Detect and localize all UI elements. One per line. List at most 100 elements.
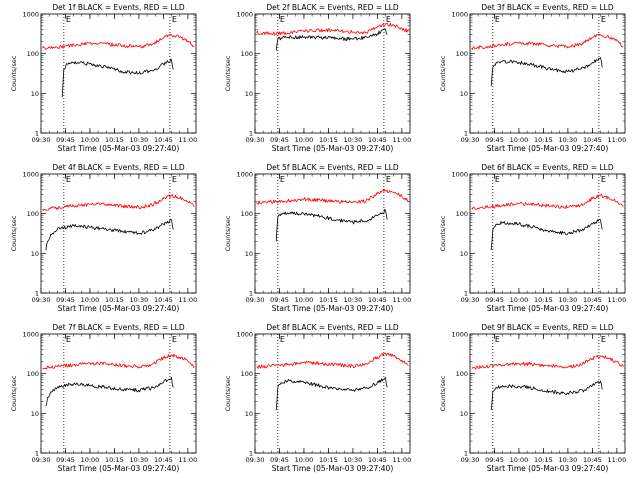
y-tick-label: 1 bbox=[464, 450, 468, 458]
x-tick-label: 10:30 bbox=[344, 296, 363, 304]
series-line-lld bbox=[42, 34, 195, 50]
series-line-lld bbox=[471, 193, 624, 210]
y-axis-label: Counts/sec bbox=[224, 215, 232, 251]
plot-frame bbox=[254, 13, 411, 134]
y-tick-label: 1000 bbox=[22, 171, 39, 179]
x-tick-label: 11:00 bbox=[178, 296, 197, 304]
series-line-lld bbox=[256, 352, 409, 369]
x-tick-label: 10:00 bbox=[510, 456, 529, 464]
event-marker-label: E bbox=[495, 175, 500, 184]
event-marker-label: E bbox=[172, 335, 177, 344]
x-tick-label: 11:00 bbox=[607, 296, 626, 304]
x-axis-label: Start Time (05-Mar-03 09:27:40) bbox=[272, 304, 394, 313]
series-line-events bbox=[45, 219, 174, 251]
y-tick-label: 1 bbox=[464, 130, 468, 138]
y-tick-label: 10 bbox=[31, 90, 39, 98]
x-axis-label: Start Time (05-Mar-03 09:27:40) bbox=[487, 304, 609, 313]
x-tick-label: 11:00 bbox=[607, 136, 626, 144]
x-tick-label: 10:45 bbox=[154, 136, 173, 144]
x-tick-label: 09:30 bbox=[32, 296, 51, 304]
series-line-lld bbox=[256, 22, 409, 36]
y-tick-label: 1 bbox=[464, 290, 468, 298]
y-tick-label: 10 bbox=[460, 410, 468, 418]
x-tick-label: 10:00 bbox=[510, 296, 529, 304]
y-tick-label: 100 bbox=[27, 210, 39, 218]
chart-panel: Det 8f BLACK = Events, RED = LLD Start Ti… bbox=[224, 323, 411, 473]
series-line-events bbox=[45, 377, 174, 407]
x-tick-label: 09:45 bbox=[270, 136, 289, 144]
x-tick-label: 10:00 bbox=[81, 136, 100, 144]
series-line-lld bbox=[471, 33, 624, 50]
x-tick-label: 09:30 bbox=[461, 136, 480, 144]
x-tick-label: 10:15 bbox=[534, 296, 553, 304]
series-line-events bbox=[275, 28, 388, 51]
chart-panel: Det 5f BLACK = Events, RED = LLD Start Ti… bbox=[224, 163, 411, 313]
x-axis-label: Start Time (05-Mar-03 09:27:40) bbox=[487, 144, 609, 153]
x-tick-label: 10:45 bbox=[368, 296, 387, 304]
x-tick-label: 09:45 bbox=[56, 456, 75, 464]
y-tick-label: 100 bbox=[241, 210, 253, 218]
event-marker-label: E bbox=[172, 15, 177, 24]
x-tick-label: 10:15 bbox=[105, 296, 124, 304]
chart-panel: Det 2f BLACK = Events, RED = LLD Start Ti… bbox=[224, 3, 411, 153]
x-tick-label: 10:30 bbox=[344, 456, 363, 464]
y-axis-label: Counts/sec bbox=[439, 375, 447, 411]
x-tick-label: 10:15 bbox=[105, 456, 124, 464]
event-marker-label: E bbox=[601, 335, 606, 344]
x-tick-label: 09:45 bbox=[270, 296, 289, 304]
y-tick-label: 1000 bbox=[451, 11, 468, 19]
x-tick-label: 10:00 bbox=[81, 296, 100, 304]
x-axis-label: Start Time (05-Mar-03 09:27:40) bbox=[58, 304, 180, 313]
event-marker-label: E bbox=[66, 335, 71, 344]
x-tick-label: 09:30 bbox=[461, 456, 480, 464]
event-marker-label: E bbox=[386, 335, 391, 344]
series-line-events bbox=[275, 377, 388, 411]
x-tick-label: 09:45 bbox=[485, 136, 504, 144]
x-tick-label: 11:00 bbox=[178, 456, 197, 464]
event-marker-label: E bbox=[495, 15, 500, 24]
y-axis-label: Counts/sec bbox=[439, 55, 447, 91]
y-tick-label: 10 bbox=[460, 250, 468, 258]
x-tick-label: 10:45 bbox=[368, 456, 387, 464]
y-axis-label: Counts/sec bbox=[10, 215, 18, 251]
chart-panel: Det 3f BLACK = Events, RED = LLD Start Ti… bbox=[439, 3, 626, 153]
x-axis-label: Start Time (05-Mar-03 09:27:40) bbox=[272, 464, 394, 473]
chart-title: Det 9f BLACK = Events, RED = LLD bbox=[481, 323, 614, 332]
x-tick-label: 10:00 bbox=[510, 136, 529, 144]
x-tick-label: 11:00 bbox=[178, 136, 197, 144]
chart-title: Det 2f BLACK = Events, RED = LLD bbox=[266, 3, 399, 12]
y-tick-label: 10 bbox=[245, 250, 253, 258]
x-tick-label: 09:45 bbox=[270, 456, 289, 464]
chart-title: Det 7f BLACK = Events, RED = LLD bbox=[52, 323, 185, 332]
chart-panel: Det 7f BLACK = Events, RED = LLD Start Ti… bbox=[10, 323, 197, 473]
plot-frame bbox=[254, 173, 411, 294]
chart-panel: Det 6f BLACK = Events, RED = LLD Start Ti… bbox=[439, 163, 626, 313]
x-tick-label: 10:45 bbox=[583, 456, 602, 464]
x-tick-label: 11:00 bbox=[392, 296, 411, 304]
x-tick-label: 10:30 bbox=[130, 296, 149, 304]
y-tick-label: 1000 bbox=[236, 331, 253, 339]
x-tick-label: 09:45 bbox=[56, 136, 75, 144]
y-tick-label: 10 bbox=[245, 410, 253, 418]
x-tick-label: 10:15 bbox=[319, 136, 338, 144]
plot-frame bbox=[40, 333, 197, 454]
x-axis-label: Start Time (05-Mar-03 09:27:40) bbox=[487, 464, 609, 473]
x-axis-label: Start Time (05-Mar-03 09:27:40) bbox=[58, 464, 180, 473]
x-tick-label: 09:30 bbox=[32, 456, 51, 464]
y-tick-label: 100 bbox=[456, 210, 468, 218]
series-line-lld bbox=[256, 189, 409, 205]
x-tick-label: 10:30 bbox=[130, 136, 149, 144]
y-tick-label: 100 bbox=[456, 370, 468, 378]
x-tick-label: 09:30 bbox=[246, 456, 265, 464]
y-tick-label: 1000 bbox=[451, 331, 468, 339]
x-tick-label: 10:45 bbox=[583, 296, 602, 304]
y-tick-label: 10 bbox=[460, 90, 468, 98]
plot-frame bbox=[254, 333, 411, 454]
x-tick-label: 10:45 bbox=[154, 456, 173, 464]
x-tick-label: 10:15 bbox=[534, 136, 553, 144]
x-tick-label: 11:00 bbox=[607, 456, 626, 464]
y-tick-label: 100 bbox=[456, 50, 468, 58]
y-tick-label: 1 bbox=[249, 290, 253, 298]
x-tick-label: 10:30 bbox=[130, 456, 149, 464]
